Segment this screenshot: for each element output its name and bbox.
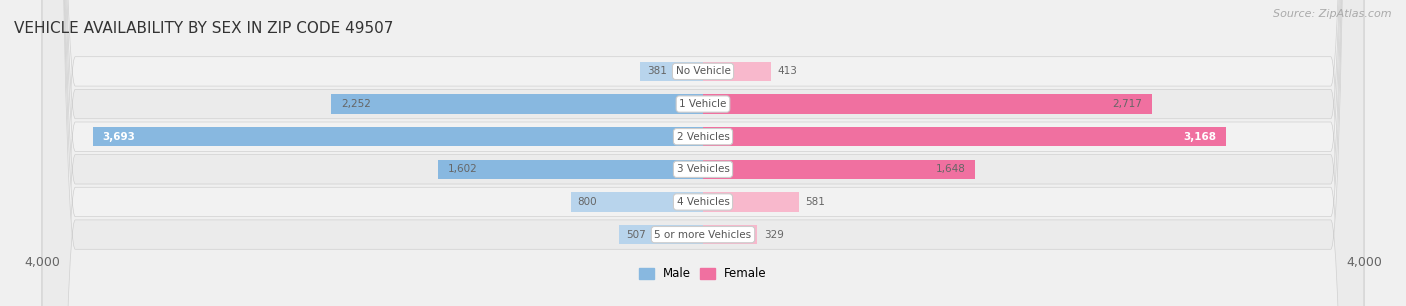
FancyBboxPatch shape [42,0,1364,306]
Text: 1 Vehicle: 1 Vehicle [679,99,727,109]
Text: 1,648: 1,648 [935,164,966,174]
Bar [571,192,703,212]
Bar [640,62,703,81]
FancyBboxPatch shape [42,0,1364,306]
Text: 4 Vehicles: 4 Vehicles [676,197,730,207]
Text: 507: 507 [626,230,645,240]
Bar [439,159,703,179]
Bar [330,94,703,114]
Legend: Male, Female: Male, Female [640,267,766,280]
Text: 2,252: 2,252 [340,99,371,109]
Bar [703,62,772,81]
Text: 381: 381 [647,66,666,76]
Text: Source: ZipAtlas.com: Source: ZipAtlas.com [1274,9,1392,19]
Text: 5 or more Vehicles: 5 or more Vehicles [654,230,752,240]
Text: 3 Vehicles: 3 Vehicles [676,164,730,174]
Text: 2 Vehicles: 2 Vehicles [676,132,730,142]
Text: 2,717: 2,717 [1112,99,1142,109]
Bar [703,192,799,212]
Bar [703,159,976,179]
Text: 3,168: 3,168 [1184,132,1216,142]
FancyBboxPatch shape [42,0,1364,306]
Text: No Vehicle: No Vehicle [675,66,731,76]
Text: 329: 329 [763,230,783,240]
Text: VEHICLE AVAILABILITY BY SEX IN ZIP CODE 49507: VEHICLE AVAILABILITY BY SEX IN ZIP CODE … [14,21,394,36]
Bar [703,225,758,244]
Text: 800: 800 [578,197,598,207]
FancyBboxPatch shape [42,0,1364,306]
Bar [703,94,1152,114]
Bar [703,127,1226,147]
FancyBboxPatch shape [42,0,1364,306]
Bar [93,127,703,147]
Text: 1,602: 1,602 [449,164,478,174]
Text: 413: 413 [778,66,797,76]
FancyBboxPatch shape [42,0,1364,306]
Bar [619,225,703,244]
Text: 3,693: 3,693 [103,132,136,142]
Text: 581: 581 [806,197,825,207]
